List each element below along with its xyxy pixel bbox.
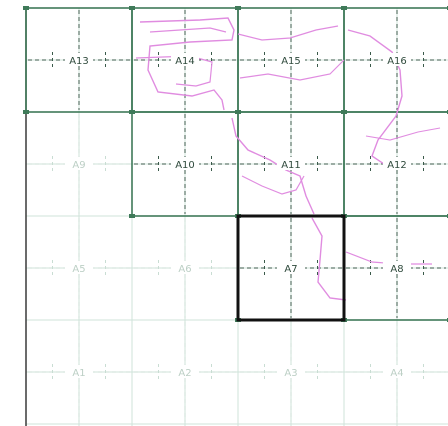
tile-label-a12: A12 — [387, 160, 407, 171]
tile-label-background — [277, 365, 305, 378]
tile-corner-mark — [129, 214, 135, 218]
tile-label-background — [383, 53, 411, 66]
tile-label-a9: A9 — [72, 160, 85, 171]
tile-label-background — [383, 365, 411, 378]
tile-label-background — [383, 157, 411, 170]
tile-corner-mark — [23, 6, 29, 10]
tile-label-background — [277, 157, 305, 170]
tile-label-a8: A8 — [390, 264, 403, 275]
selected-tile-outline[interactable] — [236, 214, 346, 322]
tile-label-background — [65, 157, 93, 170]
tile-corner-mark — [129, 6, 135, 10]
tile-label-a10: A10 — [175, 160, 195, 171]
tile-corner-mark — [341, 6, 347, 10]
tile-label-a13: A13 — [69, 56, 89, 67]
tile-label-background — [277, 261, 305, 274]
tile-label-background — [65, 53, 93, 66]
tile-labels: A13 A14 A15 A16 A9 A10 A11 A12 A5 A6 A7 A8 A1 A2 A3 A4 — [65, 53, 411, 379]
tile-label-background — [277, 53, 305, 66]
tile-label-a11: A11 — [281, 160, 301, 171]
tile-label-background — [171, 157, 199, 170]
tile-corner-mark — [235, 6, 241, 10]
tile-corner-mark — [23, 110, 29, 114]
tile-label-background — [171, 365, 199, 378]
tile-label-a15: A15 — [281, 56, 301, 67]
tile-label-a14: A14 — [175, 56, 195, 67]
tile-label-background — [65, 365, 93, 378]
tile-label-background — [171, 53, 199, 66]
tile-label-a5: A5 — [72, 264, 85, 275]
tile-label-background — [383, 261, 411, 274]
tile-label-a2: A2 — [178, 368, 191, 379]
tile-corner-mark — [341, 110, 347, 114]
tile-label-a6: A6 — [178, 264, 191, 275]
tile-label-a7: A7 — [284, 264, 297, 275]
tile-label-a3: A3 — [284, 368, 297, 379]
tile-corner-mark — [129, 110, 135, 114]
tile-label-background — [65, 261, 93, 274]
tile-label-background — [171, 261, 199, 274]
tile-label-a1: A1 — [72, 368, 85, 379]
tile-corner-mark — [235, 110, 241, 114]
tile-label-a4: A4 — [390, 368, 403, 379]
selected-tile-layer — [236, 214, 346, 322]
tile-label-a16: A16 — [387, 56, 407, 67]
